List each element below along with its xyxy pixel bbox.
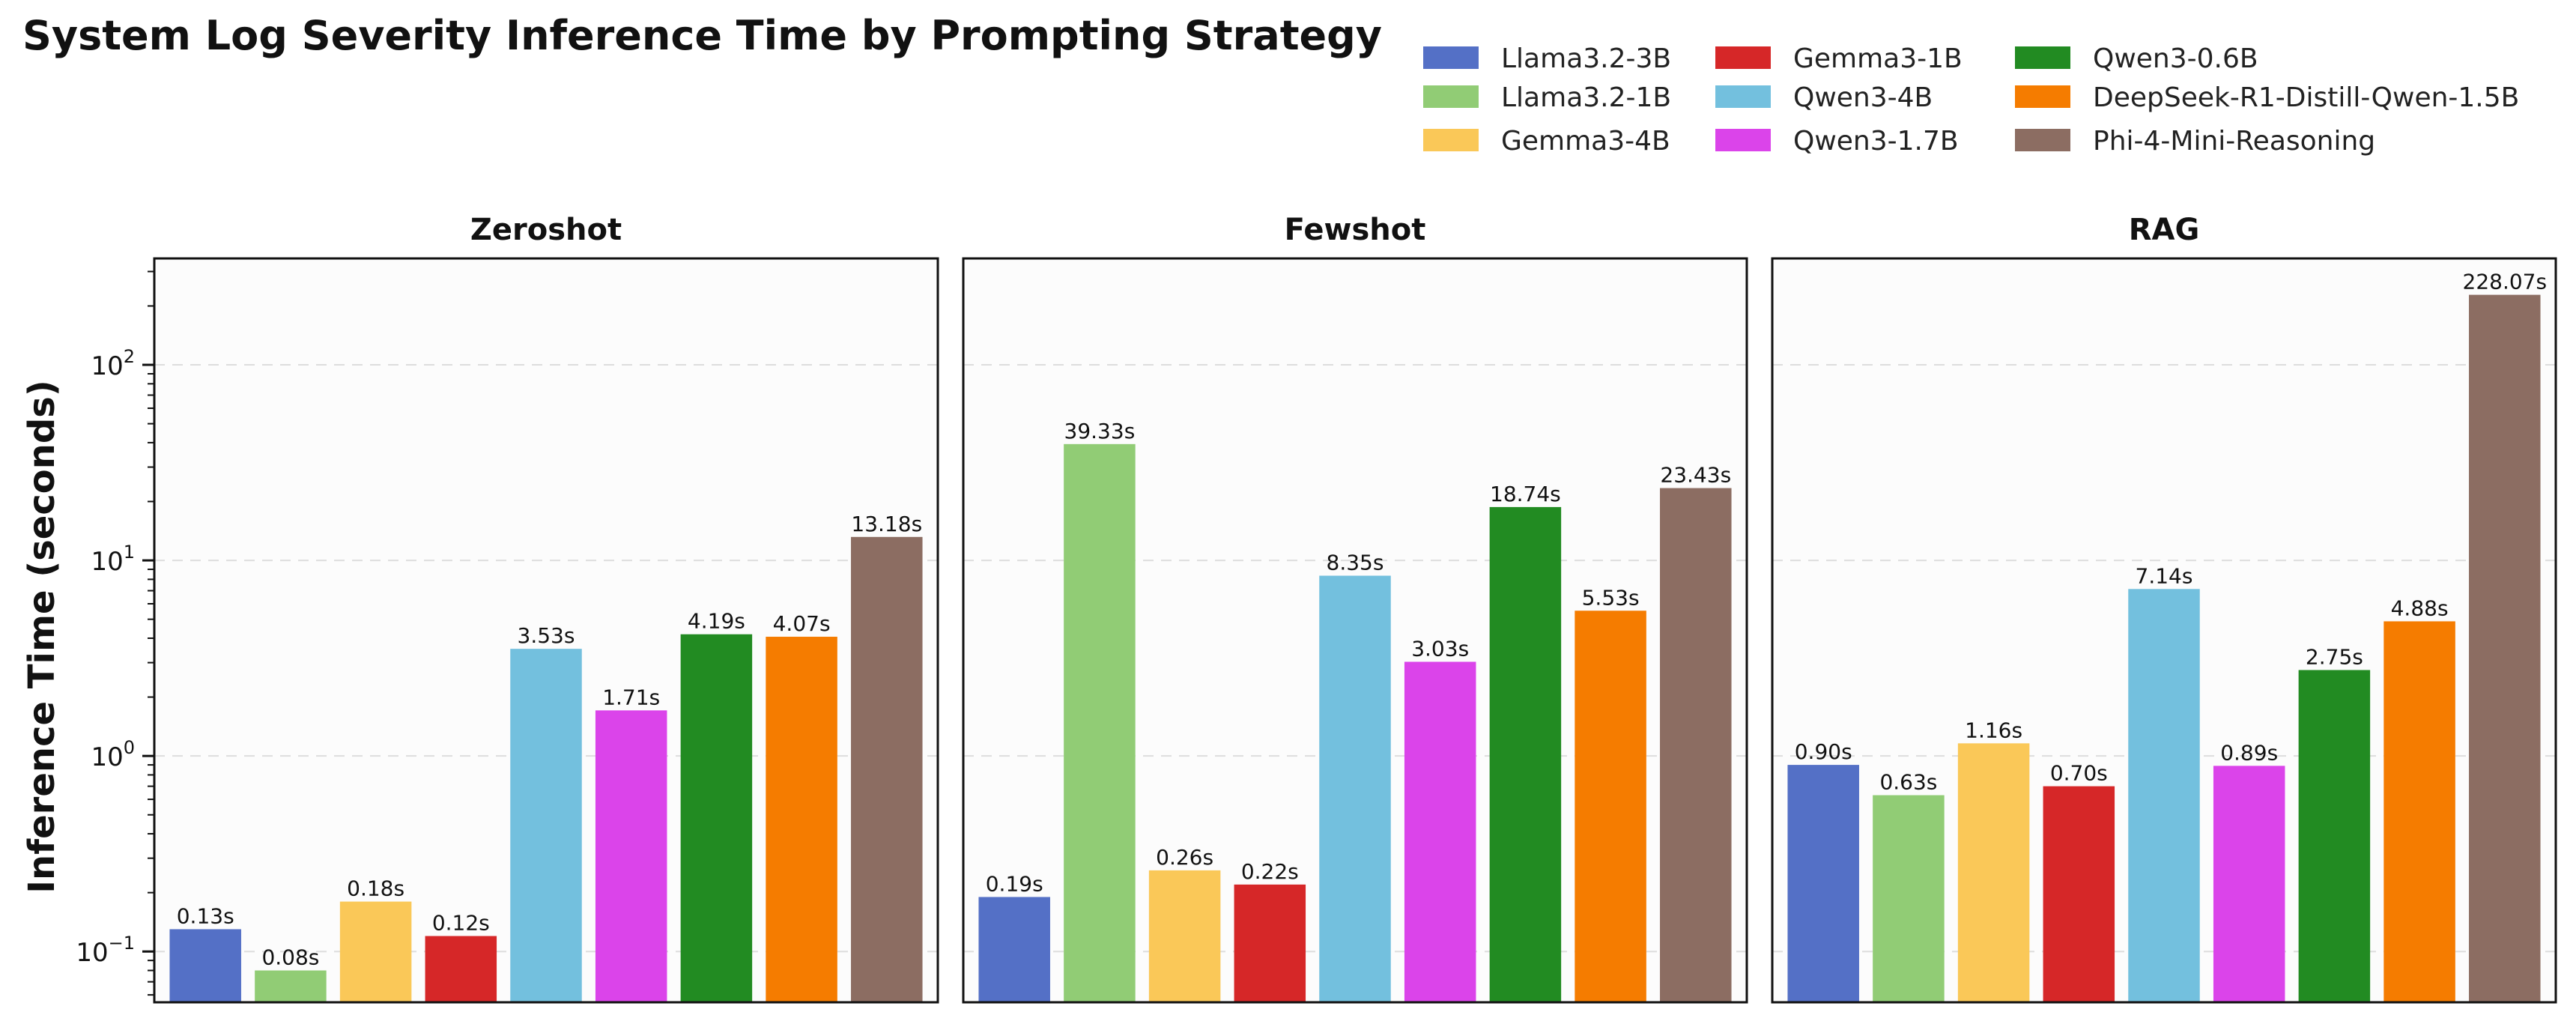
panel-frame [962, 257, 1748, 1004]
panel-zeroshot: 0.13s 0.08s 0.18s 0.12s 3.53s 1.71s 4.19s 4.07s… [76, 213, 939, 1004]
legend-label: Llama3.2-1B [1501, 82, 1671, 113]
bar-qwen3-4b [2128, 589, 2200, 1002]
data-label: 13.18s [851, 512, 922, 536]
data-label: 0.26s [1156, 845, 1213, 870]
bar-gemma3-1b [1234, 884, 1306, 1002]
bar-deepseek-r1-distill-qwen-1.5b [1575, 611, 1646, 1002]
data-label: 4.88s [2391, 596, 2449, 620]
panel-title: Zeroshot [470, 213, 622, 247]
legend-label: Qwen3-0.6B [2093, 43, 2258, 74]
bar-phi-4-mini-reasoning [2469, 294, 2541, 1002]
legend-swatch [1715, 129, 1771, 151]
legend-swatch [1423, 129, 1479, 151]
bar-llama3.2-1b [1873, 795, 1945, 1002]
data-label: 5.53s [1582, 585, 1640, 610]
legend-label: DeepSeek-R1-Distill-Qwen-1.5B [2093, 82, 2519, 113]
legend-label: Phi-4-Mini-Reasoning [2093, 126, 2375, 157]
legend-swatch [1715, 46, 1771, 69]
data-label: 4.19s [688, 609, 745, 634]
panel-title: Fewshot [1285, 213, 1426, 247]
bar-phi-4-mini-reasoning [851, 536, 923, 1002]
bar-qwen3-0.6b [2298, 670, 2371, 1002]
y-tick-label: 10−1 [76, 933, 135, 968]
bar-qwen3-0.6b [680, 634, 753, 1002]
y-axis: 10−1 100 101 102 [76, 270, 154, 996]
data-label: 0.13s [177, 903, 234, 928]
bar-llama3.2-1b [255, 970, 327, 1002]
panel-frame [153, 257, 939, 1004]
data-label: 0.70s [2050, 761, 2108, 786]
bar-llama3.2-3b [1787, 765, 1859, 1002]
data-label: 0.90s [1795, 739, 1852, 764]
bar-llama3.2-3b [169, 929, 241, 1002]
data-label: 3.53s [518, 623, 575, 648]
legend-swatch [1423, 85, 1479, 108]
chart-title: System Log Severity Inference Time by Pr… [22, 12, 1382, 59]
panel-fewshot: 0.19s 39.33s 0.26s 0.22s 8.35s 3.03s 18.74s 5.5… [962, 213, 1748, 1004]
bar-gemma3-4b [1957, 743, 2030, 1002]
panels: 0.13s 0.08s 0.18s 0.12s 3.53s 1.71s 4.19s 4.07s… [76, 213, 2557, 1004]
bar-qwen3-1.7b [2213, 766, 2285, 1002]
data-label: 0.18s [347, 876, 404, 901]
bar-phi-4-mini-reasoning [1660, 488, 1732, 1002]
data-label: 8.35s [1327, 551, 1384, 575]
legend: Llama3.2-3B Llama3.2-1B Gemma3-4B Gemma3-1B… [1423, 43, 2519, 157]
bar-gemma3-4b [339, 901, 412, 1002]
data-label: 0.89s [2220, 740, 2278, 765]
data-label: 1.16s [1965, 718, 2022, 742]
panel-rag: 0.90s 0.63s 1.16s 0.70s 7.14s 0.89s 2.75s 4.88s… [1771, 213, 2557, 1004]
data-label: 0.12s [432, 911, 490, 936]
bar-gemma3-1b [2043, 786, 2115, 1002]
data-label: 1.71s [602, 685, 660, 709]
data-label: 4.07s [773, 611, 831, 636]
legend-label: Qwen3-1.7B [1793, 126, 1959, 157]
data-label: 39.33s [1064, 419, 1136, 443]
bar-gemma3-4b [1148, 870, 1221, 1002]
bar-qwen3-1.7b [595, 710, 667, 1002]
data-label: 0.63s [1879, 770, 1937, 795]
legend-label: Llama3.2-3B [1501, 43, 1671, 74]
y-axis-label: Inference Time (seconds) [21, 380, 63, 894]
bar-qwen3-4b [1319, 575, 1391, 1002]
bar-llama3.2-3b [978, 897, 1050, 1002]
panel-frame [1771, 257, 2557, 1004]
data-label: 3.03s [1411, 636, 1469, 661]
data-label: 2.75s [2306, 644, 2363, 669]
bar-gemma3-1b [425, 936, 497, 1002]
legend-swatch [2015, 46, 2070, 69]
legend-label: Gemma3-1B [1793, 43, 1963, 74]
data-label: 23.43s [1660, 463, 1731, 488]
bar-deepseek-r1-distill-qwen-1.5b [766, 637, 837, 1002]
legend-swatch [1423, 46, 1479, 69]
legend-swatch [1715, 85, 1771, 108]
y-tick-label: 102 [91, 346, 135, 381]
y-tick-label: 100 [91, 737, 135, 772]
bar-llama3.2-1b [1064, 443, 1136, 1002]
bar-qwen3-4b [510, 649, 582, 1002]
bar-qwen3-1.7b [1404, 661, 1476, 1002]
legend-label: Gemma3-4B [1501, 126, 1670, 157]
data-label: 0.19s [986, 871, 1043, 896]
bar-deepseek-r1-distill-qwen-1.5b [2383, 621, 2455, 1002]
data-label: 228.07s [2463, 270, 2548, 294]
panel-title: RAG [2129, 213, 2200, 247]
data-label: 18.74s [1490, 482, 1561, 506]
legend-label: Qwen3-4B [1793, 82, 1933, 113]
data-label: 7.14s [2136, 563, 2193, 588]
data-label: 0.08s [261, 945, 319, 970]
data-label: 0.22s [1241, 859, 1299, 884]
legend-swatch [2015, 85, 2070, 108]
y-tick-label: 101 [91, 542, 135, 577]
bar-qwen3-0.6b [1489, 506, 1562, 1002]
legend-swatch [2015, 129, 2070, 151]
